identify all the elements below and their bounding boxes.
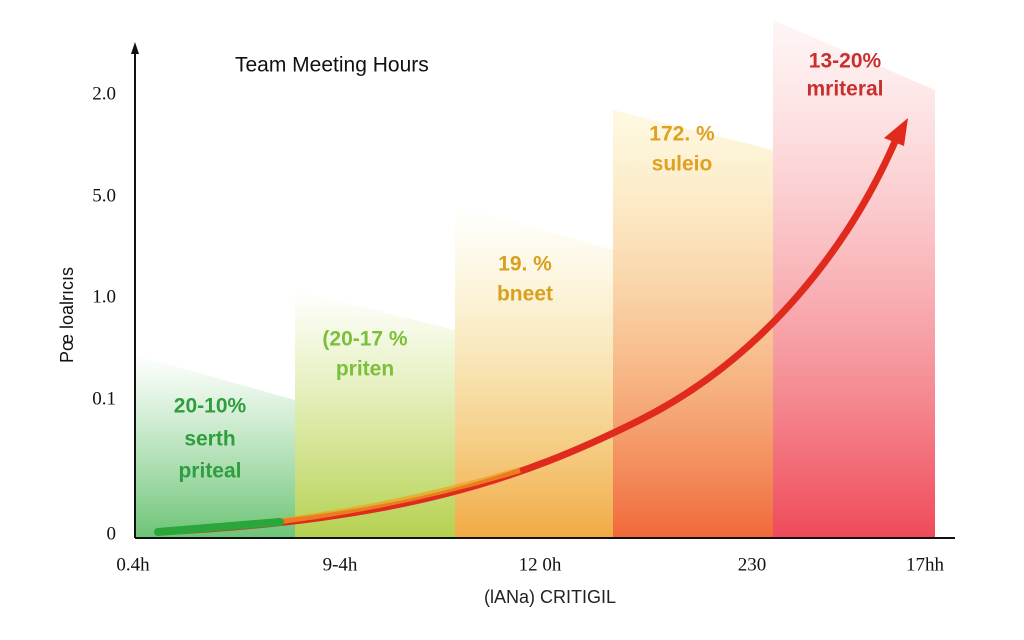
zone-label: 19. % — [498, 253, 552, 276]
y-tick-label: 0 — [107, 523, 117, 544]
zone-band — [295, 290, 455, 538]
arrow-head — [884, 118, 908, 146]
zone-label: bneet — [497, 283, 553, 306]
zone-label: 13-20% — [809, 50, 882, 73]
zone-label: priten — [336, 358, 394, 381]
x-tick-label: 17hh — [906, 554, 945, 575]
zone-band — [455, 205, 613, 538]
zone-label: 20-10% — [174, 395, 247, 418]
zone-label: serth — [184, 428, 235, 451]
zone-band — [613, 110, 773, 538]
y-tick-label: 0.1 — [92, 388, 116, 409]
zones — [135, 20, 935, 538]
zone-band — [135, 355, 295, 538]
trend-start — [154, 518, 284, 536]
chart-title: Team Meeting Hours — [235, 54, 429, 77]
x-tick-label: 0.4h — [116, 554, 150, 575]
x-tick-label: 12 0h — [519, 554, 562, 575]
x-tick-label: 9-4h — [323, 554, 358, 575]
y-axis-arrow — [131, 42, 139, 54]
zone-label: (20-17 % — [322, 328, 408, 351]
zone-label: mriteral — [806, 78, 883, 101]
y-tick-label: 5.0 — [92, 185, 116, 206]
x-tick-label: 230 — [738, 554, 767, 575]
x-axis-title: (lANa) CRITIGIL — [484, 587, 616, 607]
zone-label: priteal — [178, 460, 241, 483]
y-tick-label: 2.0 — [92, 83, 116, 104]
zone-label: suleio — [652, 153, 713, 176]
y-axis-title: Pœ loalrıcıs — [57, 267, 77, 363]
zone-label: 172. % — [649, 123, 715, 146]
y-tick-label: 1.0 — [92, 286, 116, 307]
